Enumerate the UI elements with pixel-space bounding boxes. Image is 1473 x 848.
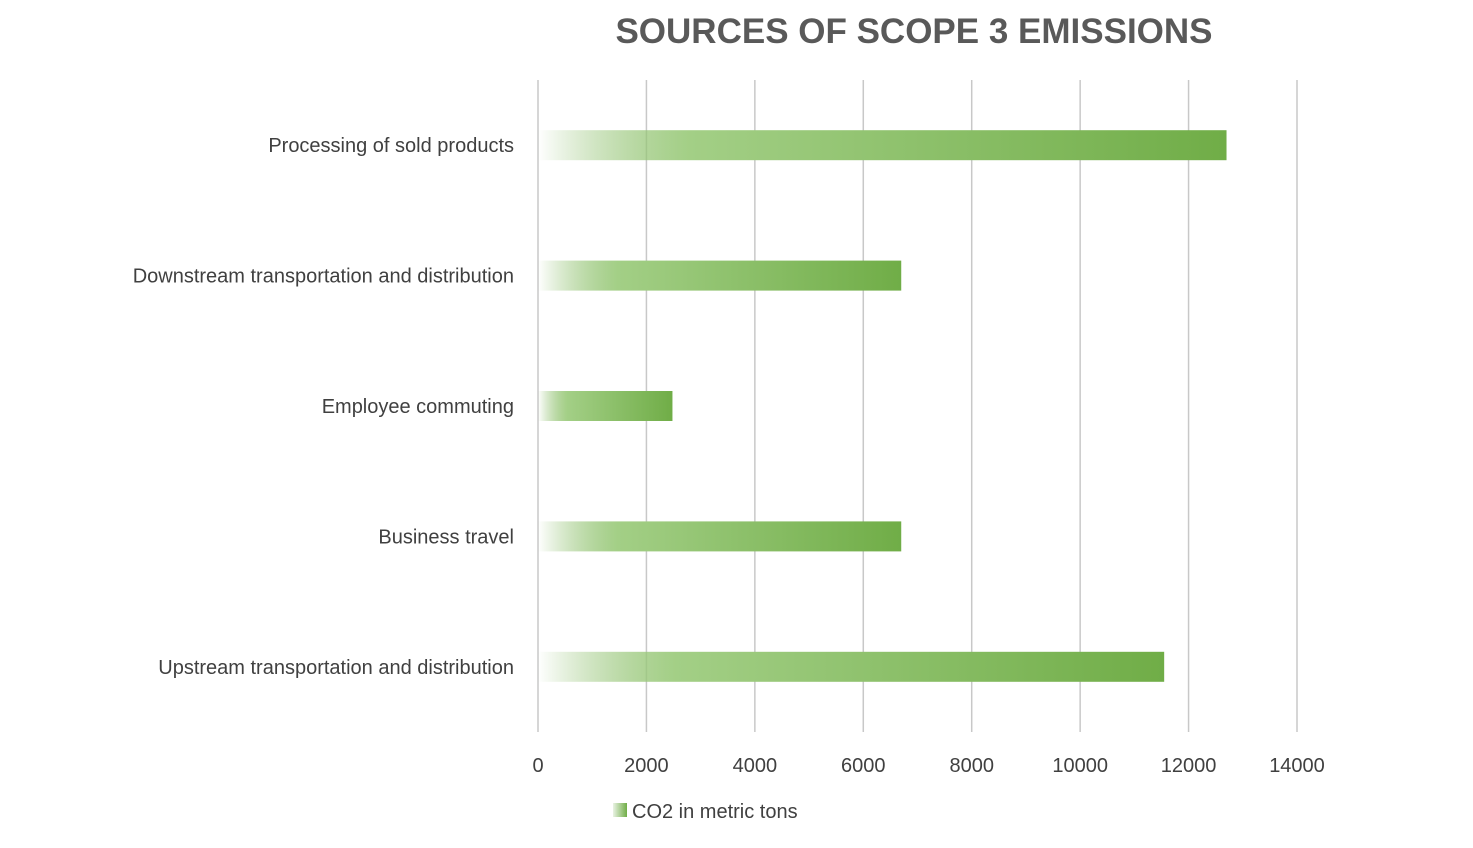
category-label: Business travel	[378, 526, 514, 548]
bar	[538, 521, 902, 552]
gridlines	[537, 80, 1298, 732]
legend-label: CO2 in metric tons	[632, 801, 798, 823]
x-axis-tick-labels: 0 2000 4000 6000 8000 10000 12000 14000	[532, 755, 1324, 777]
bars	[538, 130, 1227, 682]
category-label: Processing of sold products	[268, 135, 514, 157]
category-label: Downstream transportation and distributi…	[133, 266, 514, 288]
legend-swatch	[613, 803, 627, 817]
x-tick-label: 12000	[1161, 755, 1217, 777]
bar	[538, 651, 1165, 682]
bar	[538, 260, 902, 291]
x-tick-label: 4000	[733, 755, 778, 777]
chart-title: SOURCES OF SCOPE 3 EMISSIONS	[615, 12, 1212, 51]
x-tick-label: 14000	[1269, 755, 1325, 777]
bar	[538, 391, 673, 421]
x-tick-label: 2000	[624, 755, 669, 777]
category-label: Employee commuting	[322, 396, 514, 418]
x-tick-label: 10000	[1052, 755, 1108, 777]
x-tick-label: 0	[532, 755, 543, 777]
category-labels: Upstream transportation and distribution…	[133, 135, 514, 679]
x-tick-label: 8000	[949, 755, 994, 777]
legend: CO2 in metric tons	[613, 801, 798, 823]
x-tick-label: 6000	[841, 755, 886, 777]
bar	[538, 130, 1227, 161]
category-label: Upstream transportation and distribution	[158, 657, 514, 679]
